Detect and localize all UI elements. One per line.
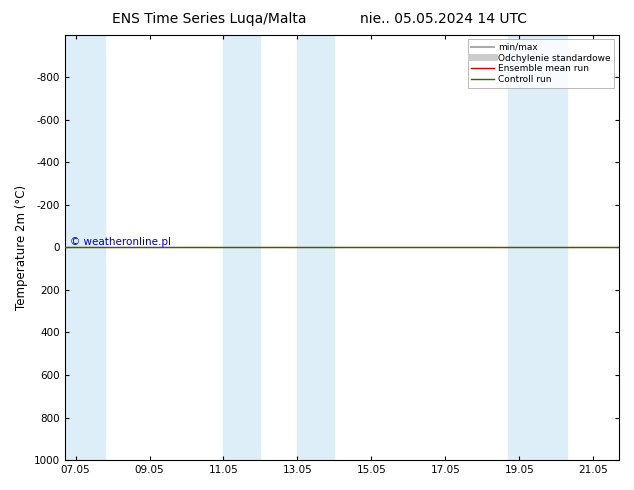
Bar <box>508 35 567 460</box>
Bar <box>224 35 261 460</box>
Text: nie.. 05.05.2024 14 UTC: nie.. 05.05.2024 14 UTC <box>360 12 527 26</box>
Bar <box>65 35 105 460</box>
Text: © weatheronline.pl: © weatheronline.pl <box>70 237 171 247</box>
Text: ENS Time Series Luqa/Malta: ENS Time Series Luqa/Malta <box>112 12 306 26</box>
Y-axis label: Temperature 2m (°C): Temperature 2m (°C) <box>15 185 28 310</box>
Legend: min/max, Odchylenie standardowe, Ensemble mean run, Controll run: min/max, Odchylenie standardowe, Ensembl… <box>467 39 614 88</box>
Bar <box>297 35 334 460</box>
